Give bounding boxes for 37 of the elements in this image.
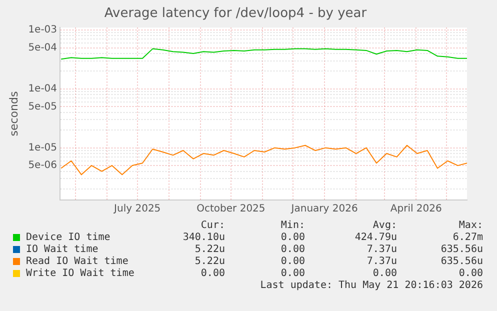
text: 0.00 — [280, 244, 305, 255]
text: Avg: — [372, 220, 397, 231]
text: 7.37u — [366, 256, 397, 267]
text: 6.27m — [452, 232, 483, 243]
text: 5.22u — [194, 256, 225, 267]
text: 7.37u — [366, 244, 397, 255]
y-tick-label: 5e-04 — [28, 42, 58, 54]
text: 0.00 — [280, 268, 305, 279]
legend-label: Read IO Wait time — [26, 256, 128, 267]
legend-label: Device IO time — [26, 232, 110, 243]
legend-label: IO Wait time — [26, 244, 98, 255]
text: Max: — [458, 220, 483, 231]
text: 0.00 — [458, 268, 483, 279]
x-tick-label: April 2026 — [390, 204, 442, 215]
text: 0.00 — [200, 268, 225, 279]
text: 424.79u — [354, 232, 397, 243]
text: 340.10u — [182, 232, 225, 243]
y-tick-label: 1e-03 — [28, 24, 58, 36]
text: 0.00 — [280, 256, 305, 267]
text: 5.22u — [194, 244, 225, 255]
text: 0.00 — [372, 268, 397, 279]
text: 635.56u — [440, 244, 483, 255]
text: Min: — [280, 220, 305, 231]
text: Cur: — [200, 220, 225, 231]
x-tick-label: October 2025 — [196, 204, 266, 215]
text: 0.00 — [280, 232, 305, 243]
y-axis-title: seconds — [7, 91, 20, 136]
chart-title: Average latency for /dev/loop4 - by year — [104, 6, 368, 22]
y-tick-label: 1e-04 — [28, 84, 58, 95]
text: Last update: Thu May 21 20:16:03 2026 — [260, 280, 483, 291]
x-tick-label: January 2026 — [290, 204, 358, 215]
y-tick-label: 5e-05 — [28, 101, 58, 112]
y-tick-label: 5e-06 — [28, 160, 58, 172]
x-tick-label: July 2025 — [113, 204, 161, 215]
text: 635.56u — [440, 256, 483, 267]
legend-label: Write IO Wait time — [26, 268, 134, 279]
y-tick-label: 1e-05 — [28, 142, 58, 154]
